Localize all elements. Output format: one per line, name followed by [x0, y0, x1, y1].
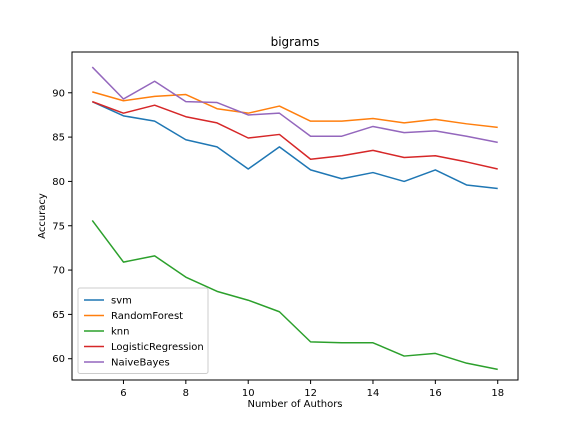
legend-label-knn: knn	[111, 327, 129, 338]
y-tick-label: 70	[52, 266, 65, 277]
chart-title: bigrams	[271, 35, 320, 49]
y-axis-ticks: 60 65 70 75 80 85 90	[52, 88, 72, 365]
legend: svm RandomForest knn LogisticRegression Naiv…	[77, 287, 209, 374]
x-tick-label: 12	[304, 388, 317, 399]
legend-box	[77, 287, 209, 374]
x-tick-label: 6	[120, 388, 126, 399]
x-tick-label: 10	[242, 388, 255, 399]
series-line-randomforest	[92, 91, 498, 129]
legend-label-svm: svm	[111, 296, 132, 307]
legend-label-randomforest: RandomForest	[111, 311, 183, 322]
legend-label-naivebayes: NaiveBayes	[111, 358, 170, 369]
y-tick-label: 85	[52, 133, 65, 144]
y-axis-label: Accuracy	[37, 193, 48, 239]
x-axis-label: Number of Authors	[247, 399, 342, 410]
y-tick-label: 65	[52, 310, 65, 321]
y-tick-label: 60	[52, 354, 65, 365]
plot-area-frame	[71, 51, 519, 381]
x-tick-label: 14	[367, 388, 380, 399]
x-axis-ticks: 6 8 10 12 14 16 18	[120, 380, 504, 399]
series-line-svm	[91, 100, 498, 190]
series-line-naivebayes	[91, 66, 498, 144]
series-lines	[91, 66, 498, 371]
series-line-logisticregression	[92, 100, 498, 170]
series-line-knn	[91, 219, 498, 371]
y-tick-label: 90	[52, 88, 65, 99]
y-tick-label: 75	[52, 221, 65, 232]
x-tick-label: 18	[491, 388, 504, 399]
legend-label-logisticregression: LogisticRegression	[111, 342, 204, 353]
y-tick-label: 80	[52, 177, 65, 188]
x-tick-label: 8	[183, 388, 189, 399]
x-tick-label: 16	[429, 388, 442, 399]
